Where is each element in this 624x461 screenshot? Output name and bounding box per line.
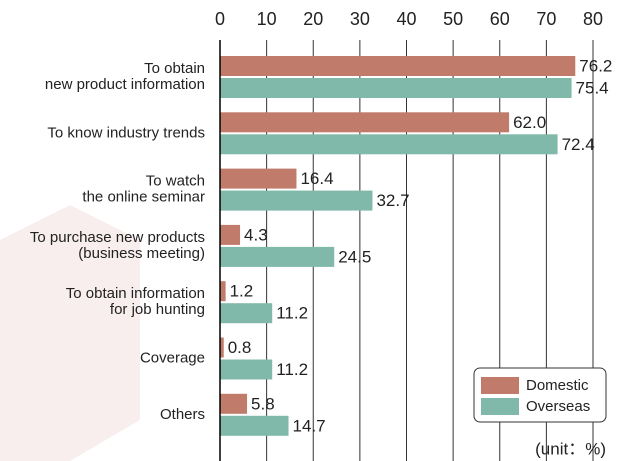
- value-label: 5.8: [251, 394, 275, 413]
- bar: [220, 224, 241, 245]
- category-label: To purchase new products: [30, 229, 205, 246]
- value-label: 32.7: [376, 191, 409, 210]
- category-label: (business meeting): [78, 245, 205, 262]
- category-label: new product information: [45, 76, 205, 93]
- value-label: 14.7: [293, 416, 326, 435]
- value-label: 4.3: [244, 225, 268, 244]
- value-label: 1.2: [230, 282, 254, 301]
- value-label: 16.4: [300, 169, 333, 188]
- category-label: for job hunting: [110, 301, 205, 318]
- background-shape: [0, 205, 140, 461]
- value-label: 75.4: [576, 78, 609, 97]
- x-tick-label: 0: [215, 9, 225, 29]
- bar: [220, 303, 273, 324]
- value-label: 72.4: [562, 135, 595, 154]
- bar: [220, 281, 226, 302]
- legend-swatch: [481, 398, 519, 415]
- legend-label: Overseas: [526, 398, 590, 415]
- x-tick-label: 10: [257, 9, 277, 29]
- value-label: 0.8: [228, 338, 252, 357]
- legend-swatch: [481, 377, 519, 394]
- bar: [220, 168, 297, 189]
- legend-label: Domestic: [526, 377, 589, 394]
- bar: [220, 78, 572, 98]
- bar: [220, 393, 248, 414]
- x-tick-label: 20: [303, 9, 323, 29]
- category-label: Others: [160, 406, 205, 423]
- bar: [220, 246, 335, 267]
- bar: [220, 359, 273, 380]
- bar: [220, 112, 510, 133]
- bar: [220, 190, 373, 211]
- bar: [220, 56, 576, 76]
- bar: [220, 415, 289, 436]
- x-tick-label: 40: [396, 9, 416, 29]
- category-label: To know industry trends: [47, 124, 205, 141]
- value-label: 62.0: [513, 113, 546, 132]
- category-label: To watch: [146, 173, 205, 190]
- category-label: To obtain information: [66, 285, 205, 302]
- bar: [220, 337, 224, 358]
- value-label: 76.2: [579, 56, 612, 75]
- x-tick-label: 30: [350, 9, 370, 29]
- category-label: Coverage: [140, 349, 205, 366]
- x-tick-label: 70: [536, 9, 556, 29]
- x-tick-label: 60: [490, 9, 510, 29]
- value-label: 11.2: [276, 360, 308, 379]
- x-tick-label: 50: [443, 9, 463, 29]
- category-label: the online seminar: [82, 189, 205, 206]
- bar: [220, 134, 558, 155]
- value-label: 24.5: [338, 247, 371, 266]
- value-label: 11.2: [276, 304, 308, 323]
- x-tick-label: 80: [583, 9, 603, 29]
- unit-note: (unit：%): [535, 439, 606, 458]
- category-label: To obtain: [144, 60, 205, 77]
